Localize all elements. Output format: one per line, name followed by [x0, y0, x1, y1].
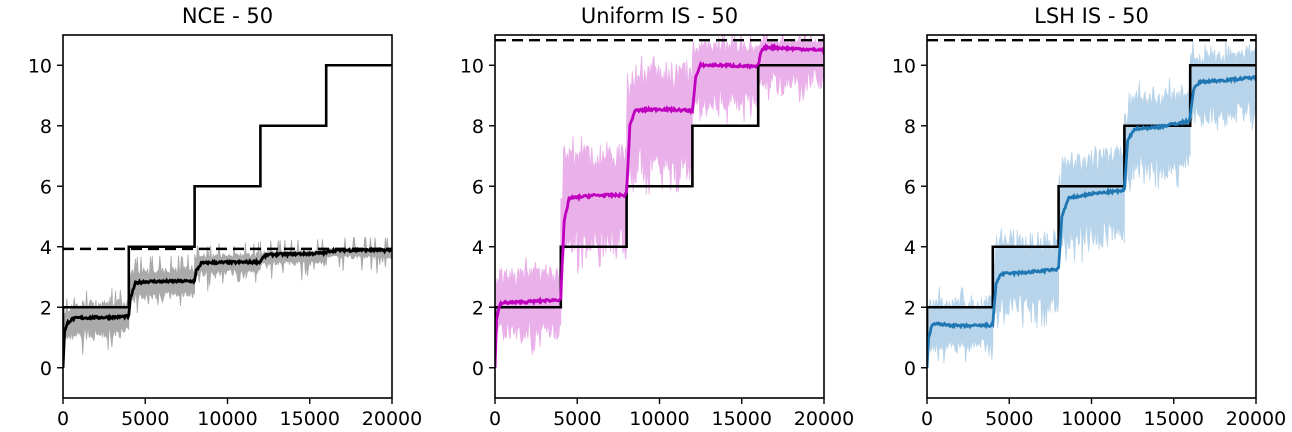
x-tick-label: 10000 [1061, 408, 1121, 430]
variance-band [495, 257, 562, 355]
variance-band [194, 242, 261, 292]
variance-band [1124, 77, 1191, 192]
mean-line [495, 42, 824, 368]
y-tick-label: 2 [904, 297, 916, 319]
variance-band [325, 237, 392, 274]
y-tick-label: 6 [472, 176, 484, 198]
y-tick-label: 2 [472, 297, 484, 319]
x-tick-label: 5000 [121, 408, 169, 430]
mean-line [63, 246, 392, 368]
target-step-line [63, 63, 392, 368]
x-tick-label: 20000 [1226, 408, 1286, 430]
chart-title: NCE - 50 [182, 4, 273, 28]
y-tick-label: 8 [904, 116, 916, 138]
y-tick-label: 0 [904, 358, 916, 380]
variance-band [1058, 144, 1125, 263]
plot-area [495, 35, 824, 368]
variance-band [260, 239, 327, 281]
y-tick-label: 0 [472, 358, 484, 380]
x-tick-label: 10000 [629, 408, 689, 430]
variance-band [757, 35, 824, 103]
chart-panel-3: 0 2 4 6 8 10 0 5000 10000 15000 20000 LSH IS - 50 [892, 4, 1286, 430]
plot-area [927, 38, 1256, 368]
variance-band [63, 288, 130, 368]
y-tick-label: 2 [40, 297, 52, 319]
x-tick-label: 10000 [197, 408, 257, 430]
x-tick-label: 5000 [553, 408, 601, 430]
y-tick-label: 4 [40, 237, 52, 259]
variance-band [992, 228, 1059, 329]
y-tick-label: 8 [472, 116, 484, 138]
chart-panel-2: 0 2 4 6 8 10 0 5000 10000 15000 20000 Uniform IS - … [460, 4, 854, 430]
x-tick-label: 15000 [1144, 408, 1204, 430]
mean-line [927, 75, 1256, 368]
plot-area [63, 63, 392, 368]
chart-title: Uniform IS - 50 [581, 4, 738, 28]
x-tick-label: 20000 [794, 408, 854, 430]
x-tick-label: 0 [921, 408, 933, 430]
x-tick-label: 5000 [985, 408, 1033, 430]
chart-panel-1: 0 2 4 6 8 10 0 5000 10000 15000 20000 NCE - 50 [28, 4, 422, 430]
x-tick-label: 15000 [280, 408, 340, 430]
variance-band [626, 55, 693, 195]
y-tick-label: 8 [40, 116, 52, 138]
variance-band [560, 135, 627, 299]
x-tick-label: 0 [57, 408, 69, 430]
y-tick-label: 6 [904, 176, 916, 198]
y-tick-label: 0 [40, 358, 52, 380]
y-tick-label: 4 [472, 237, 484, 259]
y-tick-label: 10 [460, 55, 484, 77]
y-tick-label: 4 [904, 237, 916, 259]
x-tick-label: 20000 [362, 408, 422, 430]
variance-band [128, 254, 195, 317]
variance-band [1189, 40, 1256, 131]
x-tick-label: 0 [489, 408, 501, 430]
chart-title: LSH IS - 50 [1034, 4, 1149, 28]
y-tick-label: 6 [40, 176, 52, 198]
y-tick-label: 10 [28, 55, 52, 77]
x-tick-label: 15000 [712, 408, 772, 430]
variance-band [692, 35, 759, 124]
y-tick-label: 10 [892, 55, 916, 77]
